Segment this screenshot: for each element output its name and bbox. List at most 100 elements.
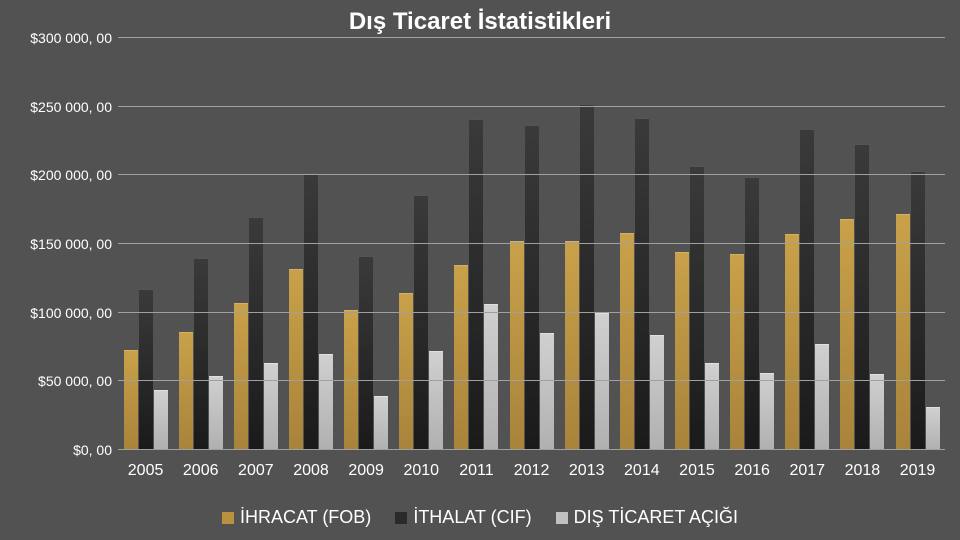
- bar-import: [635, 118, 649, 450]
- bar-import: [855, 144, 869, 450]
- year-group: [118, 38, 173, 450]
- y-axis-label: $300 000, 00: [30, 30, 112, 46]
- chart-title: Dış Ticaret İstatistikleri: [0, 0, 960, 36]
- gridline: [118, 174, 945, 175]
- bar-export: [510, 241, 524, 450]
- bar-import: [690, 166, 704, 450]
- x-axis-label: 2006: [173, 462, 228, 480]
- bar-export: [124, 350, 138, 450]
- chart-container: Dış Ticaret İstatistikleri 2005200620072…: [0, 0, 960, 540]
- bar-export: [896, 214, 910, 450]
- year-group: [725, 38, 780, 450]
- bar-deficit: [264, 363, 278, 450]
- year-group: [559, 38, 614, 450]
- bar-export: [565, 241, 579, 450]
- gridline: [118, 37, 945, 38]
- swatch-deficit-icon: [556, 512, 568, 524]
- y-axis-label: $250 000, 00: [30, 99, 112, 115]
- year-group: [504, 38, 559, 450]
- x-axis-label: 2014: [614, 462, 669, 480]
- bar-export: [840, 219, 854, 450]
- bar-import: [525, 125, 539, 450]
- swatch-export-icon: [222, 512, 234, 524]
- year-group: [835, 38, 890, 450]
- bar-export: [730, 254, 744, 450]
- bar-export: [399, 293, 413, 450]
- bar-import: [745, 177, 759, 450]
- bar-deficit: [650, 335, 664, 450]
- bars-row: [118, 38, 945, 450]
- bar-import: [469, 119, 483, 450]
- x-axis-label: 2019: [890, 462, 945, 480]
- legend: İHRACAT (FOB) İTHALAT (CIF) DIŞ TİCARET …: [0, 507, 960, 528]
- bar-import: [249, 217, 263, 450]
- bar-deficit: [209, 376, 223, 450]
- year-group: [890, 38, 945, 450]
- bar-import: [359, 256, 373, 450]
- bar-deficit: [760, 373, 774, 450]
- x-axis-labels: 2005200620072008200920102011201220132014…: [118, 462, 945, 480]
- bar-export: [234, 303, 248, 450]
- bar-import: [139, 289, 153, 450]
- x-axis-label: 2010: [394, 462, 449, 480]
- bar-deficit: [870, 374, 884, 450]
- x-axis-label: 2008: [283, 462, 338, 480]
- year-group: [449, 38, 504, 450]
- bar-deficit: [705, 363, 719, 450]
- x-axis-label: 2011: [449, 462, 504, 480]
- bar-import: [194, 258, 208, 450]
- bar-export: [620, 233, 634, 450]
- bar-export: [785, 234, 799, 450]
- gridline: [118, 449, 945, 450]
- bar-import: [414, 195, 428, 450]
- legend-item-export: İHRACAT (FOB): [222, 507, 371, 528]
- legend-item-import: İTHALAT (CIF): [395, 507, 531, 528]
- gridline: [118, 243, 945, 244]
- bar-deficit: [374, 396, 388, 450]
- legend-label-import: İTHALAT (CIF): [413, 507, 531, 528]
- bar-export: [289, 269, 303, 450]
- x-axis-label: 2007: [228, 462, 283, 480]
- plot-area: [118, 38, 945, 450]
- year-group: [394, 38, 449, 450]
- x-axis-label: 2016: [725, 462, 780, 480]
- x-axis-label: 2013: [559, 462, 614, 480]
- bar-import: [580, 104, 594, 450]
- x-axis-label: 2015: [669, 462, 724, 480]
- gridline: [118, 380, 945, 381]
- x-axis-label: 2005: [118, 462, 173, 480]
- y-axis-label: $150 000, 00: [30, 236, 112, 252]
- bar-deficit: [815, 344, 829, 450]
- bar-deficit: [540, 333, 554, 450]
- x-axis-label: 2009: [339, 462, 394, 480]
- y-axis-label: $0, 00: [73, 442, 112, 458]
- legend-label-deficit: DIŞ TİCARET AÇIĞI: [574, 507, 738, 528]
- bar-import: [911, 171, 925, 450]
- bar-export: [675, 252, 689, 450]
- bar-export: [179, 332, 193, 450]
- year-group: [339, 38, 394, 450]
- y-axis-label: $50 000, 00: [38, 373, 112, 389]
- legend-item-deficit: DIŞ TİCARET AÇIĞI: [556, 507, 738, 528]
- bar-deficit: [429, 351, 443, 450]
- year-group: [228, 38, 283, 450]
- bar-deficit: [319, 354, 333, 450]
- bar-export: [454, 265, 468, 450]
- swatch-import-icon: [395, 512, 407, 524]
- year-group: [780, 38, 835, 450]
- x-axis-label: 2012: [504, 462, 559, 480]
- y-axis-label: $200 000, 00: [30, 167, 112, 183]
- year-group: [283, 38, 338, 450]
- bar-deficit: [484, 304, 498, 450]
- year-group: [173, 38, 228, 450]
- gridline: [118, 312, 945, 313]
- bar-deficit: [926, 407, 940, 450]
- y-axis-label: $100 000, 00: [30, 305, 112, 321]
- x-axis-label: 2018: [835, 462, 890, 480]
- legend-label-export: İHRACAT (FOB): [240, 507, 371, 528]
- year-group: [614, 38, 669, 450]
- gridline: [118, 106, 945, 107]
- bar-import: [800, 129, 814, 450]
- x-axis-label: 2017: [780, 462, 835, 480]
- year-group: [669, 38, 724, 450]
